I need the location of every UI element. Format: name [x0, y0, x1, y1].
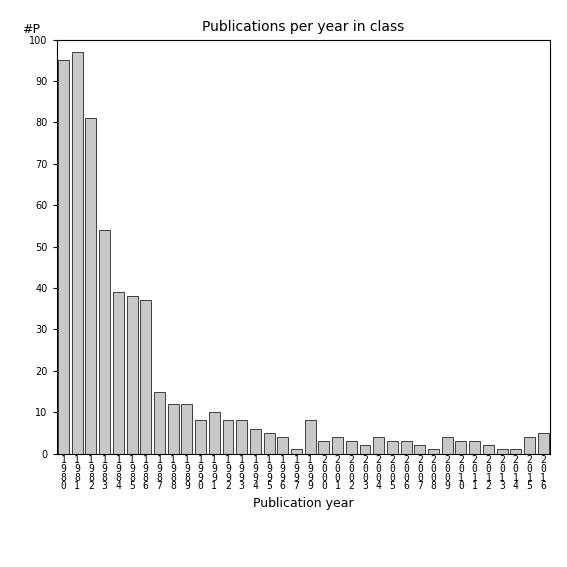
Bar	[168, 404, 179, 454]
Bar	[277, 437, 288, 454]
Bar	[195, 421, 206, 454]
Bar	[99, 230, 110, 454]
Text: #P: #P	[22, 23, 40, 36]
Bar	[72, 52, 83, 454]
Bar	[359, 445, 370, 454]
X-axis label: Publication year: Publication year	[253, 497, 354, 510]
Bar	[113, 292, 124, 454]
Bar	[126, 297, 138, 454]
Bar	[414, 445, 425, 454]
Bar	[401, 441, 412, 454]
Bar	[154, 391, 165, 454]
Bar	[236, 421, 247, 454]
Bar	[455, 441, 467, 454]
Bar	[497, 450, 507, 454]
Bar	[58, 61, 69, 454]
Title: Publications per year in class: Publications per year in class	[202, 20, 404, 35]
Bar	[483, 445, 494, 454]
Bar	[304, 421, 316, 454]
Bar	[222, 421, 234, 454]
Bar	[181, 404, 192, 454]
Bar	[510, 450, 521, 454]
Bar	[209, 412, 220, 454]
Bar	[387, 441, 398, 454]
Bar	[250, 429, 261, 454]
Bar	[346, 441, 357, 454]
Bar	[140, 301, 151, 454]
Bar	[319, 441, 329, 454]
Bar	[442, 437, 452, 454]
Bar	[469, 441, 480, 454]
Bar	[373, 437, 384, 454]
Bar	[538, 433, 549, 454]
Bar	[428, 450, 439, 454]
Bar	[524, 437, 535, 454]
Bar	[291, 450, 302, 454]
Bar	[264, 433, 274, 454]
Bar	[332, 437, 343, 454]
Bar	[86, 119, 96, 454]
